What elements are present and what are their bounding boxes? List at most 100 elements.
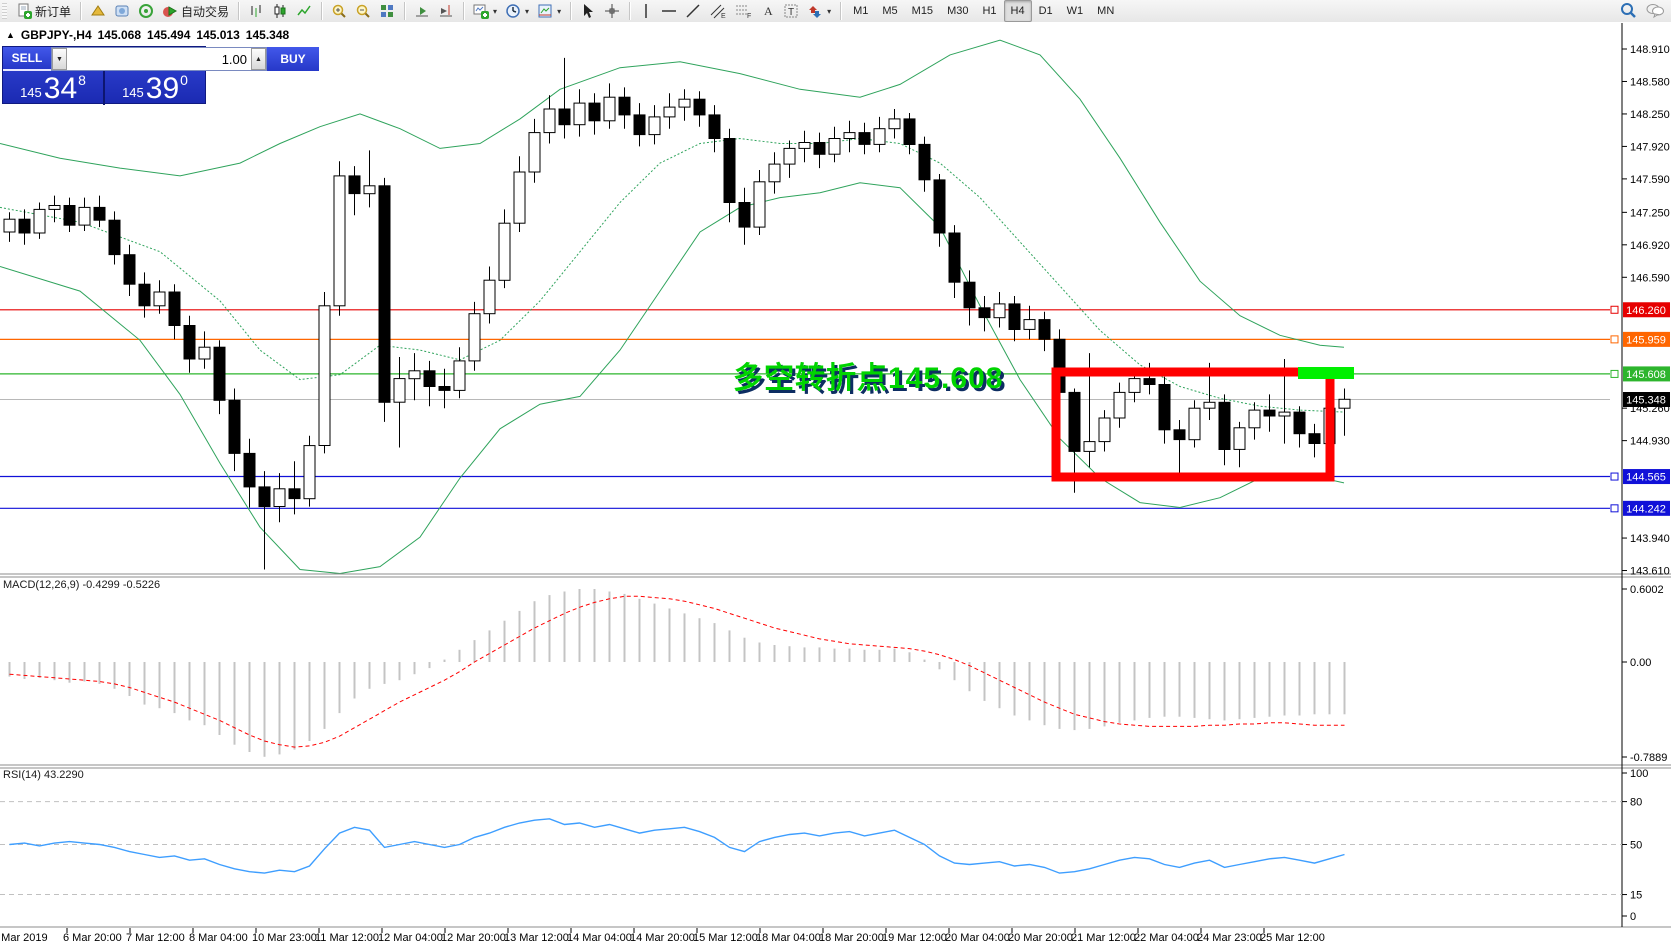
search-icon[interactable] [1619, 1, 1637, 22]
vertical-line-tool-button[interactable] [635, 0, 657, 22]
candle-body [978, 307, 991, 319]
level-drag-marker[interactable] [1610, 335, 1619, 344]
timeframe-button-m15[interactable]: M15 [911, 5, 934, 17]
arrows-tool-button[interactable]: ▾ [803, 0, 835, 22]
candle-body [1203, 401, 1216, 409]
text-label-tool-button[interactable]: T [779, 0, 803, 22]
candle-body [963, 281, 976, 309]
sell-price[interactable]: 145 34 8 [3, 71, 103, 105]
timeframe-button-m30[interactable]: M30 [947, 5, 969, 17]
dropdown-arrow-icon: ▾ [525, 6, 530, 16]
zoom-in-button[interactable] [327, 0, 351, 22]
candle-body [198, 346, 211, 360]
candle-body [633, 114, 646, 136]
candle-body [663, 106, 676, 118]
price-level-badge[interactable] [1623, 469, 1670, 485]
chart-shift-button[interactable] [434, 0, 458, 22]
new-order-button[interactable]: 新订单 [12, 0, 75, 22]
level-drag-marker[interactable] [1610, 504, 1619, 513]
timeframe-button-d1[interactable]: D1 [1038, 5, 1053, 17]
buy-price-whole: 145 [122, 85, 144, 100]
candle-body [408, 370, 421, 380]
toolbar-grip[interactable] [2, 3, 7, 19]
level-drag-marker[interactable] [1610, 369, 1619, 378]
price-level-badge[interactable] [1623, 366, 1670, 382]
horizontal-line-icon [661, 3, 677, 19]
candle-body [483, 279, 496, 315]
price-level-badge-label: 144.565 [1626, 472, 1666, 484]
timeframe-button-h4[interactable]: H4 [1003, 0, 1032, 22]
candle-body [828, 138, 841, 155]
candle-body [1143, 378, 1156, 386]
buy-price-pipette: 0 [180, 72, 188, 88]
new-order-label: 新订单 [35, 4, 72, 19]
indicators-button[interactable]: ▾ [533, 0, 565, 22]
svg-text:E: E [721, 13, 726, 19]
timeframe-button-mn[interactable]: MN [1097, 5, 1115, 17]
collapse-triangle-icon[interactable]: ▲ [6, 30, 15, 40]
macd-name: MACD(12,26,9) [3, 579, 80, 591]
zoom-out-button[interactable] [351, 0, 375, 22]
date-tick-label: 12 Mar 04:00 [378, 932, 443, 944]
timeframe-button-m1[interactable]: M1 [853, 5, 869, 17]
candle-body [1113, 391, 1126, 419]
timeframe-button-h1[interactable]: H1 [982, 5, 997, 17]
tile-windows-button[interactable] [375, 0, 399, 22]
data-window-icon [114, 3, 130, 19]
price-tick-label: 148.580 [1630, 76, 1670, 88]
candle-body [273, 488, 286, 507]
date-tick-label: 15 Mar 12:00 [693, 932, 758, 944]
candle-body [843, 132, 856, 140]
price-level-badge[interactable] [1623, 500, 1670, 516]
bar-chart-mode-button[interactable] [244, 0, 268, 22]
chart-shift-icon [438, 3, 454, 19]
chat-icon[interactable] [1645, 1, 1665, 22]
data-window-button[interactable] [110, 0, 134, 22]
new-chart-button[interactable]: ▾ [469, 0, 501, 22]
horizontal-line-tool-button[interactable] [657, 0, 681, 22]
candle-body [168, 291, 181, 326]
line-chart-mode-button[interactable] [292, 0, 316, 22]
auto-scroll-button[interactable] [410, 0, 434, 22]
profiles-button[interactable]: ▾ [501, 0, 533, 22]
candle-body [558, 108, 571, 126]
candle-body [948, 232, 961, 283]
candle-body [693, 98, 706, 116]
candle-body [333, 175, 346, 307]
macd-indicator-label: MACD(12,26,9) -0.4299 -0.5226 [3, 579, 160, 591]
buy-button[interactable]: BUY [267, 47, 319, 71]
candle-body [708, 114, 721, 140]
toolbar: 新订单 自动交易 ▾ ▾ ▾ [0, 0, 1671, 22]
price-level-badge[interactable] [1623, 302, 1670, 318]
rsi-tick-label: 100 [1630, 768, 1648, 780]
candle-body [63, 205, 76, 226]
volume-input[interactable] [67, 48, 251, 70]
volume-decrease-button[interactable]: ▼ [52, 48, 67, 70]
sell-button[interactable]: SELL [3, 47, 51, 71]
market-watch-button[interactable] [86, 0, 110, 22]
candle-body [213, 346, 226, 401]
trendline-tool-button[interactable] [681, 0, 705, 22]
autotrading-button[interactable]: 自动交易 [158, 0, 233, 22]
candle-body [933, 179, 946, 234]
buy-price[interactable]: 145 39 0 [103, 71, 205, 105]
timeframe-button-m5[interactable]: M5 [882, 5, 898, 17]
price-level-badge[interactable] [1623, 331, 1670, 347]
level-drag-marker[interactable] [1610, 472, 1619, 481]
fibonacci-tool-button[interactable]: F [731, 0, 757, 22]
text-tool-button[interactable]: A [757, 0, 779, 22]
crosshair-tool-button[interactable] [600, 0, 624, 22]
volume-increase-button[interactable]: ▲ [251, 48, 266, 70]
signals-button[interactable] [134, 0, 158, 22]
candlestick-chart-mode-button[interactable] [268, 0, 292, 22]
chart-background[interactable] [0, 23, 1671, 947]
sell-price-pipette: 8 [78, 72, 86, 88]
candle-body [1098, 417, 1111, 443]
text-label-icon: T [783, 3, 799, 19]
cursor-tool-button[interactable] [576, 0, 600, 22]
equidistant-channel-tool-button[interactable]: E [705, 0, 731, 22]
timeframe-button-w1[interactable]: W1 [1066, 5, 1084, 17]
date-tick-label: 18 Mar 20:00 [819, 932, 884, 944]
level-drag-marker[interactable] [1610, 305, 1619, 314]
